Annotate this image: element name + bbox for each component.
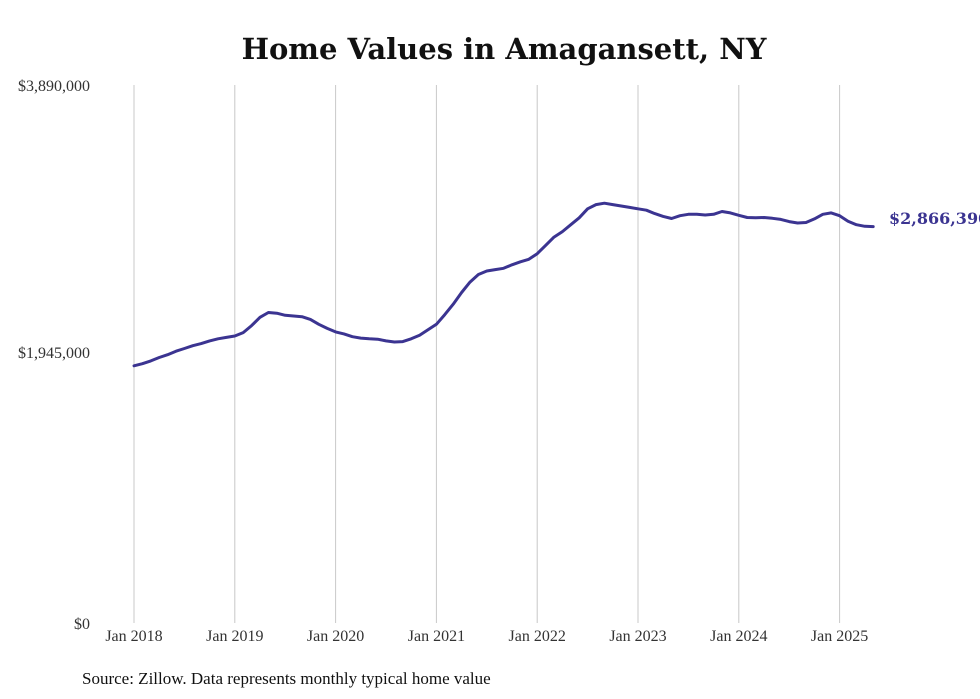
x-tick-label-2023: Jan 2023 [609,628,666,645]
x-axis-ticks: Jan 2018 Jan 2019 Jan 2020 Jan 2021 Jan 2022… [105,628,868,645]
end-value-label: $2,866,390 [889,209,980,228]
x-tick-label-2021: Jan 2021 [408,628,465,645]
y-tick-label-mid: $1,945,000 [18,345,90,362]
x-tick-label-2018: Jan 2018 [105,628,162,645]
vertical-gridlines [133,85,841,623]
x-tick-label-2024: Jan 2024 [710,628,767,645]
y-tick-label-top: $3,890,000 [18,78,90,95]
x-tick-label-2025: Jan 2025 [811,628,868,645]
series-line [132,201,875,368]
x-tick-label-2022: Jan 2022 [509,628,566,645]
source-note: Source: Zillow. Data represents monthly … [82,669,491,688]
x-tick-label-2019: Jan 2019 [206,628,263,645]
chart-title: Home Values in Amagansett, NY [242,32,767,66]
y-tick-label-bottom: $0 [74,616,90,633]
x-tick-label-2020: Jan 2020 [307,628,364,645]
